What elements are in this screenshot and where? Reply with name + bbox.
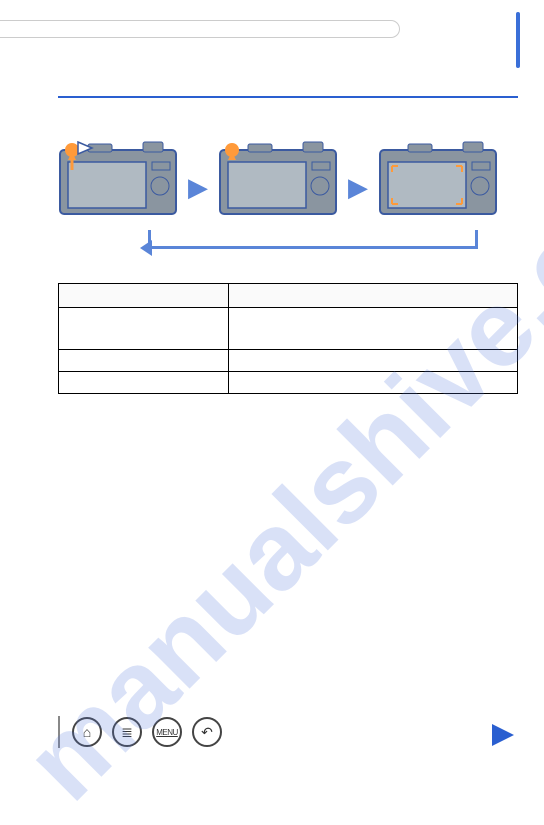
footer-nav: ⌂ ≣ MENU ↶ bbox=[58, 716, 222, 748]
arrow-step-2-3: ▶ bbox=[348, 172, 368, 203]
table-header-1 bbox=[59, 284, 229, 308]
section-rule bbox=[58, 96, 518, 98]
home-icon[interactable]: ⌂ bbox=[72, 717, 102, 747]
camera-step-3 bbox=[378, 140, 498, 218]
camera-step-2 bbox=[218, 140, 338, 218]
back-icon[interactable]: ↶ bbox=[192, 717, 222, 747]
return-arrow bbox=[148, 238, 478, 256]
table-cell-r3c1 bbox=[59, 372, 229, 394]
header-tab-outline bbox=[0, 20, 400, 38]
list-icon[interactable]: ≣ bbox=[112, 717, 142, 747]
next-page-arrow[interactable] bbox=[492, 724, 514, 746]
table-header-2 bbox=[229, 284, 518, 308]
arrow-step-1-2: ▶ bbox=[188, 172, 208, 203]
table-cell-r3c2 bbox=[229, 372, 518, 394]
header-accent-bar bbox=[516, 12, 520, 68]
table-cell-r2c2 bbox=[229, 350, 518, 372]
table-cell-r1c2 bbox=[229, 308, 518, 350]
table-cell-r2c1 bbox=[59, 350, 229, 372]
table-cell-r1c1 bbox=[59, 308, 229, 350]
footer-separator bbox=[58, 716, 60, 748]
camera-step-1 bbox=[58, 140, 178, 218]
info-table bbox=[58, 283, 518, 394]
camera-sequence-diagram: ▶ ▶ bbox=[58, 140, 518, 260]
menu-icon[interactable]: MENU bbox=[152, 717, 182, 747]
